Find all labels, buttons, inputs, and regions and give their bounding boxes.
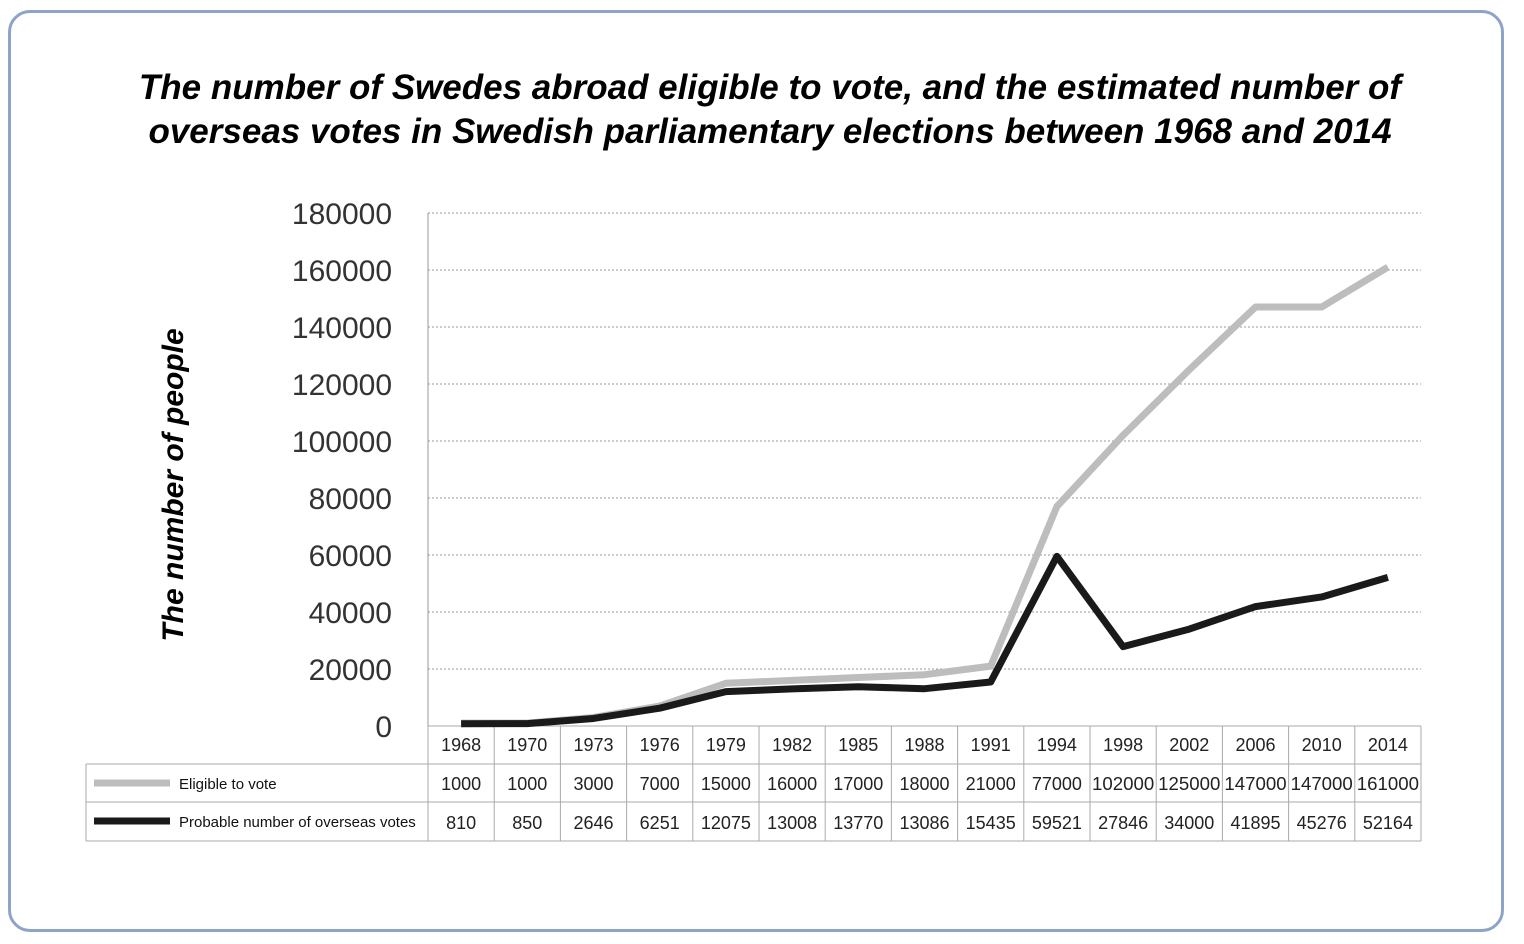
- x-tick-label: 1994: [1037, 735, 1077, 755]
- data-label: 161000: [1357, 774, 1419, 794]
- y-tick-label: 80000: [309, 483, 392, 516]
- chart-title-line-2: overseas votes in Swedish parliamentary …: [148, 112, 1392, 151]
- x-tick-label: 1976: [640, 735, 680, 755]
- x-tick-label: 1973: [573, 735, 613, 755]
- x-tick-label: 2006: [1235, 735, 1275, 755]
- y-tick-label: 140000: [292, 312, 392, 345]
- data-label: 27846: [1098, 813, 1148, 833]
- legend-label: Eligible to vote: [179, 776, 277, 793]
- data-label: 3000: [573, 774, 613, 794]
- y-tick-label: 100000: [292, 426, 392, 459]
- data-label: 2646: [573, 813, 613, 833]
- data-label: 125000: [1158, 774, 1220, 794]
- data-label: 13086: [899, 813, 949, 833]
- data-label: 1000: [507, 774, 547, 794]
- chart-frame: [8, 10, 1504, 932]
- x-tick-label: 2002: [1169, 735, 1209, 755]
- data-label: 147000: [1224, 774, 1286, 794]
- x-tick-label: 1985: [838, 735, 878, 755]
- series-line-overseas-votes: [461, 552, 1389, 728]
- data-label: 13008: [767, 813, 817, 833]
- data-label: 15000: [701, 774, 751, 794]
- y-tick-label: 60000: [309, 540, 392, 573]
- chart-title: The number of Swedes abroad eligible to …: [60, 66, 1480, 154]
- data-label: 45276: [1297, 813, 1347, 833]
- x-tick-label: 2014: [1368, 735, 1408, 755]
- data-label: 21000: [966, 774, 1016, 794]
- x-tick-label: 1991: [971, 735, 1011, 755]
- data-label: 16000: [767, 774, 817, 794]
- x-tick-label: 1988: [904, 735, 944, 755]
- data-label: 7000: [640, 774, 680, 794]
- y-tick-label: 20000: [309, 654, 392, 687]
- x-tick-label: 1982: [772, 735, 812, 755]
- y-tick-label: 120000: [292, 369, 392, 402]
- y-tick-label: 160000: [292, 255, 392, 288]
- data-label: 147000: [1291, 774, 1353, 794]
- data-label: 77000: [1032, 774, 1082, 794]
- chart-title-line-1: The number of Swedes abroad eligible to …: [138, 68, 1402, 107]
- x-tick-label: 1970: [507, 735, 547, 755]
- legend-label: Probable number of overseas votes: [179, 814, 416, 831]
- y-tick-label: 40000: [309, 597, 392, 630]
- data-label: 13770: [833, 813, 883, 833]
- x-tick-label: 2010: [1302, 735, 1342, 755]
- x-tick-label: 1968: [441, 735, 481, 755]
- data-label: 1000: [441, 774, 481, 794]
- x-tick-label: 1998: [1103, 735, 1143, 755]
- y-tick-label: 180000: [292, 198, 392, 231]
- data-label: 15435: [966, 813, 1016, 833]
- data-label: 6251: [640, 813, 680, 833]
- data-label: 34000: [1164, 813, 1214, 833]
- y-tick-label: 0: [375, 711, 392, 744]
- data-label: 17000: [833, 774, 883, 794]
- data-label: 18000: [899, 774, 949, 794]
- data-label: 850: [512, 813, 542, 833]
- data-label: 52164: [1363, 813, 1413, 833]
- data-label: 59521: [1032, 813, 1082, 833]
- data-label: 12075: [701, 813, 751, 833]
- series-line-eligible-to-vote: [461, 264, 1390, 727]
- data-label: 41895: [1230, 813, 1280, 833]
- data-label: 810: [446, 813, 476, 833]
- y-axis-label: The number of people: [157, 328, 190, 641]
- x-tick-label: 1979: [706, 735, 746, 755]
- data-label: 102000: [1092, 774, 1154, 794]
